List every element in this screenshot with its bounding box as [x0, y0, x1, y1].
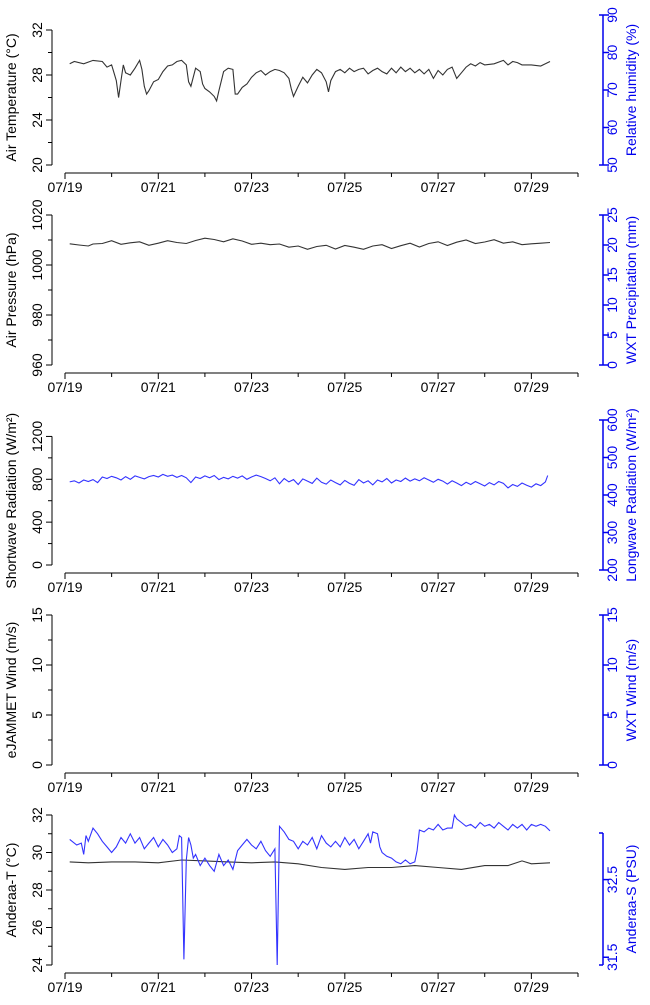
x-tick-label-1: 07/23 [234, 179, 269, 195]
x-tick-label-2: 07/21 [141, 379, 176, 395]
left-tick-label-3: 400 [29, 510, 45, 534]
x-tick-label-4: 07/25 [327, 779, 362, 795]
x-tick-label-3: 07/27 [421, 579, 456, 595]
left-tick-label-3: 0 [29, 561, 45, 569]
left-axis-label-5: Anderaa-T (°C) [3, 843, 19, 938]
x-tick-label-5: 07/27 [421, 979, 456, 995]
left-tick-label-2: 980 [29, 303, 45, 327]
x-tick-label-2: 07/29 [514, 379, 549, 395]
right-axis-label-2: WXT Precipitation (mm) [623, 216, 639, 364]
right-tick-label-1: 80 [604, 45, 620, 61]
left-tick-label-3: 1200 [29, 421, 45, 452]
x-tick-label-3: 07/23 [234, 579, 269, 595]
x-tick-label-3: 07/25 [327, 579, 362, 595]
left-tick-label-5: 32 [29, 807, 45, 823]
right-tick-label-1: 60 [604, 120, 620, 136]
x-tick-label-3: 07/19 [47, 579, 82, 595]
series-line-1-1 [69, 58, 551, 103]
left-axis-label-2: Air Pressure (hPa) [3, 232, 19, 347]
left-axis-label-1: Air Temperature (°C) [3, 33, 19, 161]
left-tick-label-2: 960 [29, 353, 45, 377]
x-tick-label-5: 07/23 [234, 979, 269, 995]
left-tick-label-5: 28 [29, 882, 45, 898]
right-axis-label-5: Anderaa-S (PSU) [623, 845, 639, 954]
x-tick-label-2: 07/23 [234, 379, 269, 395]
left-axis-label-4: eJAMMET Wind (m/s) [3, 622, 19, 759]
left-axis-label-3: Shortwave Radiation (W/m²) [3, 413, 19, 589]
right-tick-label-4: 15 [604, 607, 620, 623]
right-axis-label-1: Relative humidity (%) [623, 24, 639, 156]
x-tick-label-1: 07/25 [327, 179, 362, 195]
right-axis-label-3: Longwave Radiation (W/m²) [623, 408, 639, 582]
left-tick-label-2: 1000 [29, 249, 45, 280]
x-tick-label-1: 07/19 [47, 179, 82, 195]
left-tick-label-2: 1020 [29, 199, 45, 230]
x-tick-label-2: 07/25 [327, 379, 362, 395]
x-tick-label-2: 07/27 [421, 379, 456, 395]
right-tick-label-2: 10 [604, 297, 620, 313]
right-tick-label-3: 200 [604, 558, 620, 582]
right-tick-label-1: 50 [604, 157, 620, 173]
right-tick-label-1: 70 [604, 82, 620, 98]
x-tick-label-4: 07/27 [421, 779, 456, 795]
x-tick-label-2: 07/19 [47, 379, 82, 395]
x-tick-label-5: 07/29 [514, 979, 549, 995]
right-tick-label-3: 400 [604, 483, 620, 507]
right-tick-label-5: 32.5 [604, 866, 620, 893]
left-tick-label-4: 0 [29, 761, 45, 769]
left-tick-label-4: 15 [29, 607, 45, 623]
left-tick-label-5: 26 [29, 920, 45, 936]
x-tick-label-5: 07/21 [141, 979, 176, 995]
x-tick-label-3: 07/29 [514, 579, 549, 595]
x-tick-label-5: 07/19 [47, 979, 82, 995]
left-tick-label-1: 28 [29, 67, 45, 83]
right-tick-label-2: 5 [604, 331, 620, 339]
right-tick-label-2: 20 [604, 237, 620, 253]
left-tick-label-3: 800 [29, 467, 45, 491]
x-tick-label-4: 07/21 [141, 779, 176, 795]
series-line-3-1 [69, 473, 549, 489]
left-tick-label-5: 24 [29, 957, 45, 973]
right-tick-label-3: 300 [604, 521, 620, 545]
series-line-5-2 [69, 813, 551, 966]
left-tick-label-1: 24 [29, 112, 45, 128]
right-tick-label-2: 25 [604, 207, 620, 223]
left-tick-label-1: 32 [29, 22, 45, 38]
right-tick-label-1: 90 [604, 7, 620, 23]
left-tick-label-1: 20 [29, 157, 45, 173]
left-tick-label-4: 10 [29, 657, 45, 673]
x-tick-label-4: 07/19 [47, 779, 82, 795]
right-axis-label-4: WXT Wind (m/s) [623, 639, 639, 741]
right-tick-label-4: 10 [604, 657, 620, 673]
right-tick-label-4: 0 [604, 761, 620, 769]
right-tick-label-2: 0 [604, 361, 620, 369]
right-tick-label-5: 31.5 [604, 943, 620, 970]
left-tick-label-4: 5 [29, 711, 45, 719]
right-tick-label-3: 500 [604, 446, 620, 470]
x-tick-label-1: 07/21 [141, 179, 176, 195]
x-tick-label-1: 07/27 [421, 179, 456, 195]
x-tick-label-5: 07/25 [327, 979, 362, 995]
x-tick-label-3: 07/21 [141, 579, 176, 595]
x-tick-label-4: 07/23 [234, 779, 269, 795]
x-tick-label-4: 07/29 [514, 779, 549, 795]
left-tick-label-5: 30 [29, 845, 45, 861]
series-line-2-1 [69, 237, 551, 250]
right-tick-label-2: 15 [604, 267, 620, 283]
series-line-5-1 [69, 859, 551, 870]
x-tick-label-1: 07/29 [514, 179, 549, 195]
right-tick-label-3: 600 [604, 408, 620, 432]
right-tick-label-4: 5 [604, 711, 620, 719]
